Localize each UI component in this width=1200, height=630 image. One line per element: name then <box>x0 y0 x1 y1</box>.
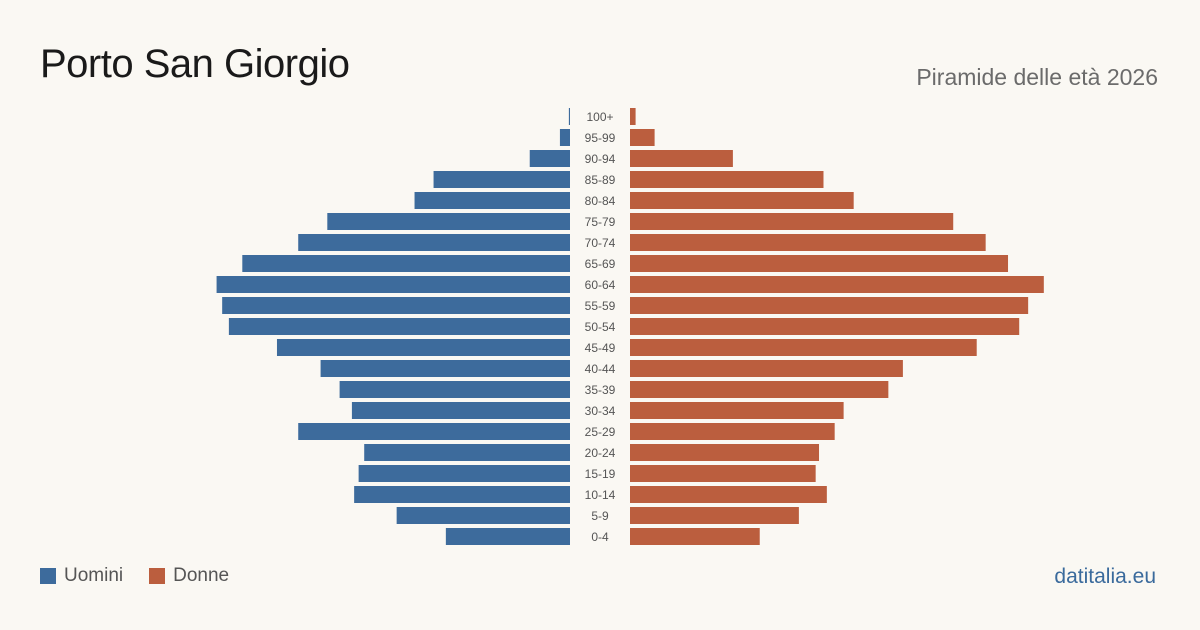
bar-women-10-14 <box>630 486 827 503</box>
age-label-0-4: 0-4 <box>591 530 609 544</box>
bar-men-35-39 <box>339 381 570 398</box>
chart-title: Porto San Giorgio <box>40 42 350 86</box>
age-label-45-49: 45-49 <box>585 341 616 355</box>
age-label-15-19: 15-19 <box>585 467 616 481</box>
age-label-20-24: 20-24 <box>585 446 616 460</box>
bar-men-95-99 <box>559 129 570 146</box>
chart-subtitle: Piramide delle età 2026 <box>916 64 1158 90</box>
legend-swatch-men <box>40 568 56 584</box>
bar-women-50-54 <box>630 318 1020 335</box>
bar-women-5-9 <box>630 507 799 524</box>
legend-swatch-women <box>149 568 166 584</box>
bar-men-80-84 <box>414 192 570 209</box>
bar-men-50-54 <box>228 318 570 335</box>
bar-women-15-19 <box>630 465 816 482</box>
age-label-50-54: 50-54 <box>585 320 616 334</box>
bar-women-90-94 <box>630 150 733 167</box>
bar-women-60-64 <box>630 276 1044 293</box>
bar-women-0-4 <box>630 528 760 545</box>
age-label-95-99: 95-99 <box>585 131 616 145</box>
age-label-70-74: 70-74 <box>585 236 616 250</box>
bar-men-90-94 <box>529 150 570 167</box>
bar-men-30-34 <box>351 402 570 419</box>
age-label-35-39: 35-39 <box>585 383 616 397</box>
age-label-100+: 100+ <box>586 110 613 124</box>
bar-women-70-74 <box>630 234 986 251</box>
bar-men-65-69 <box>242 255 571 272</box>
bar-women-35-39 <box>630 381 889 398</box>
legend-label-women: Donne <box>173 565 230 586</box>
bar-men-55-59 <box>222 297 570 314</box>
legend-item-men: Uomini <box>40 565 123 587</box>
bar-women-25-29 <box>630 423 835 440</box>
age-label-25-29: 25-29 <box>585 425 616 439</box>
bar-women-75-79 <box>630 213 954 230</box>
age-label-5-9: 5-9 <box>591 509 609 523</box>
bar-men-10-14 <box>354 486 570 503</box>
bar-men-75-79 <box>327 213 570 230</box>
age-label-80-84: 80-84 <box>585 194 616 208</box>
bar-men-5-9 <box>396 507 570 524</box>
bar-women-45-49 <box>630 339 977 356</box>
age-label-90-94: 90-94 <box>585 152 616 166</box>
age-label-40-44: 40-44 <box>585 362 616 376</box>
age-label-85-89: 85-89 <box>585 173 616 187</box>
bar-men-45-49 <box>276 339 570 356</box>
age-label-75-79: 75-79 <box>585 215 616 229</box>
legend: Uomini Donne <box>40 565 245 587</box>
age-label-30-34: 30-34 <box>585 404 616 418</box>
bar-men-20-24 <box>364 444 570 461</box>
age-label-55-59: 55-59 <box>585 299 616 313</box>
bar-women-80-84 <box>630 192 854 209</box>
bar-women-20-24 <box>630 444 820 461</box>
bar-men-60-64 <box>216 276 570 293</box>
bar-women-85-89 <box>630 171 824 188</box>
bar-men-70-74 <box>298 234 570 251</box>
bar-men-0-4 <box>445 528 570 545</box>
bar-women-55-59 <box>630 297 1029 314</box>
bar-women-40-44 <box>630 360 903 377</box>
legend-label-men: Uomini <box>64 565 124 586</box>
age-label-65-69: 65-69 <box>585 257 616 271</box>
age-label-10-14: 10-14 <box>585 488 616 502</box>
bar-men-25-29 <box>298 423 570 440</box>
bar-women-100+ <box>630 108 636 125</box>
bar-women-65-69 <box>630 255 1009 272</box>
bar-men-15-19 <box>358 465 570 482</box>
bar-men-85-89 <box>433 171 570 188</box>
bar-men-40-44 <box>320 360 570 377</box>
bar-women-95-99 <box>630 129 655 146</box>
bar-men-100+ <box>568 108 570 125</box>
bar-women-30-34 <box>630 402 844 419</box>
source-link[interactable]: datitalia.eu <box>1054 565 1156 588</box>
age-label-60-64: 60-64 <box>585 278 616 292</box>
legend-item-women: Donne <box>149 565 229 587</box>
